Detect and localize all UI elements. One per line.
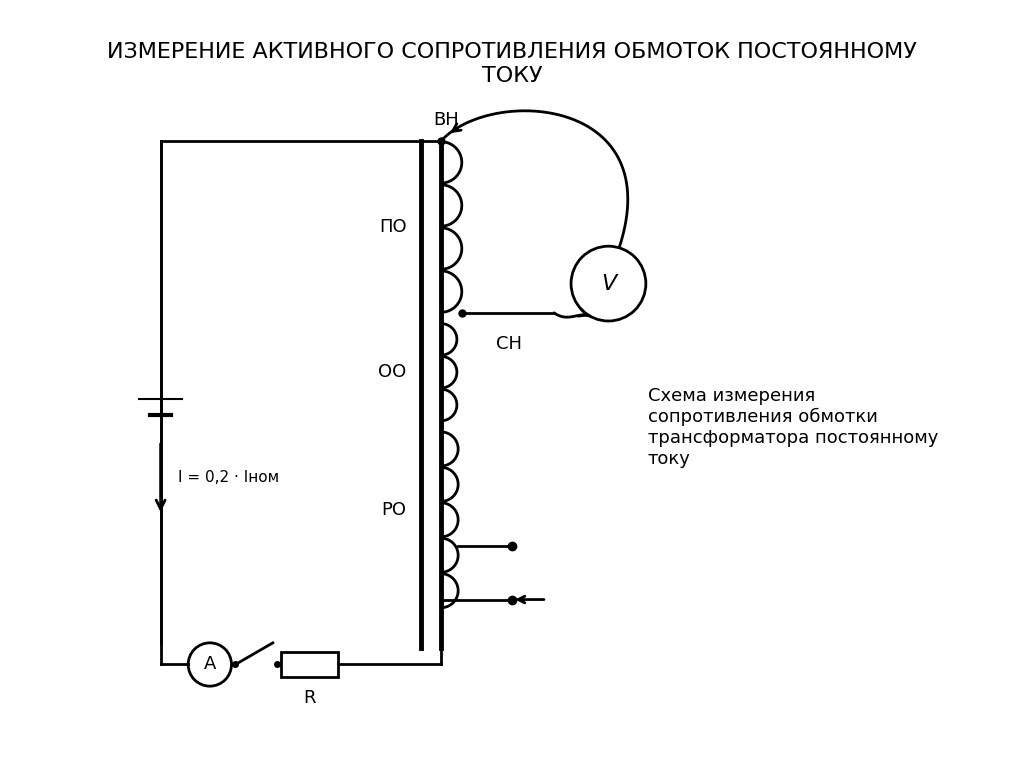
Text: А: А xyxy=(204,656,216,673)
Text: ОО: ОО xyxy=(379,364,407,381)
Text: Схема измерения
сопротивления обмотки
трансформатора постоянному
току: Схема измерения сопротивления обмотки тр… xyxy=(648,387,938,468)
Text: СН: СН xyxy=(497,334,522,353)
Text: ИЗМЕРЕНИЕ АКТИВНОГО СОПРОТИВЛЕНИЯ ОБМОТОК ПОСТОЯННОМУ
ТОКУ: ИЗМЕРЕНИЕ АКТИВНОГО СОПРОТИВЛЕНИЯ ОБМОТО… xyxy=(108,42,916,86)
Text: R: R xyxy=(303,689,315,707)
Text: ВН: ВН xyxy=(433,111,459,129)
Text: I = 0,2 · Iном: I = 0,2 · Iном xyxy=(178,470,280,486)
Text: V: V xyxy=(601,274,616,294)
Text: РО: РО xyxy=(382,501,407,519)
Text: ПО: ПО xyxy=(379,218,407,236)
